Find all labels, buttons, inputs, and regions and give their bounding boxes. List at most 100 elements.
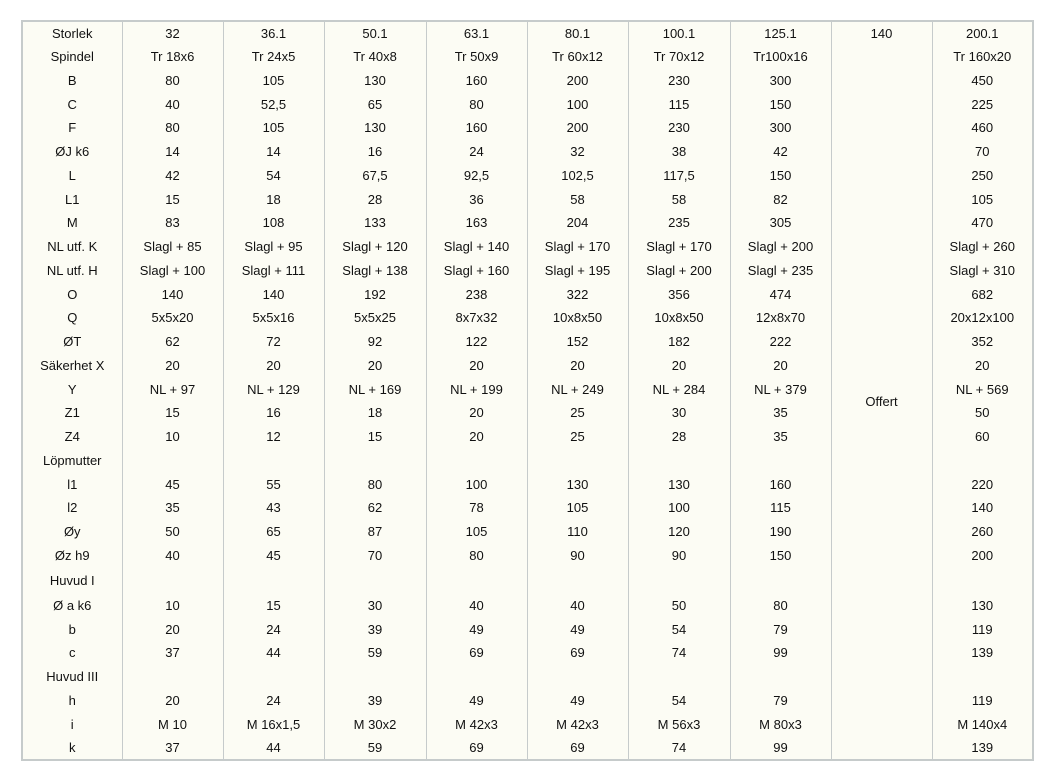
value-cell-text: 15 [165, 191, 180, 207]
value-cell-text: NL + 199 [450, 381, 503, 397]
value-cell: 80 [425, 543, 528, 568]
value-cell-text: 62 [165, 334, 180, 350]
value-cell-text: Tr 160x20 [953, 49, 1012, 65]
value-cell-text: 60 [975, 429, 990, 445]
row-label-cell-text: Y [67, 381, 77, 397]
value-cell-text: 10x8x50 [654, 310, 704, 326]
value-cell: NL + 129 [222, 377, 325, 401]
value-cell-text: 59 [367, 739, 383, 755]
value-cell-text: Slagl + 310 [949, 262, 1015, 278]
value-cell-text: 152 [566, 334, 589, 350]
value-cell: 72 [222, 329, 325, 354]
row-label-cell-text: Säkerhet X [40, 357, 105, 373]
value-cell-text: 67,5 [362, 167, 388, 183]
row-label-cell: b [21, 617, 123, 641]
value-cell-text: 87 [367, 524, 383, 540]
value-cell-text: 5x5x20 [151, 310, 194, 326]
value-cell [121, 664, 224, 689]
value-cell: 238 [425, 282, 528, 306]
value-cell-text: 192 [364, 286, 386, 302]
value-cell-text: 45 [165, 476, 180, 492]
value-cell: 92,5 [425, 163, 528, 188]
value-cell [425, 567, 528, 594]
spec-table: Storlek 32 36.1 50.1 63.1 80.1 100.1 125.1 140 20… [21, 20, 1034, 761]
value-cell-text: 28 [367, 191, 383, 207]
table-row: M 83 108 133 163 204 235 305 470 [21, 211, 1034, 235]
value-cell-text: 117,5 [663, 167, 695, 183]
value-cell-text: M 80x3 [759, 716, 802, 732]
table-row: Øy 50 65 87 105 110 120 190 260 [21, 519, 1034, 544]
value-cell [526, 448, 629, 473]
value-cell-text: Tr100x16 [753, 49, 808, 65]
value-cell-text: 20 [266, 357, 281, 373]
value-cell: 356 [627, 282, 731, 306]
value-cell: 352 [931, 329, 1034, 354]
header-size-cell-text: 50.1 [362, 25, 388, 41]
value-cell: Tr 40x8 [323, 44, 427, 69]
value-cell: 105 [222, 116, 325, 140]
row-label-cell-text: Huvud I [49, 572, 95, 588]
value-cell: 99 [729, 640, 832, 665]
value-cell: 50 [627, 593, 731, 618]
table-row: Löpmutter [21, 448, 1034, 473]
value-cell-text: 130 [364, 72, 386, 88]
table-row: Øz h9 40 45 70 80 90 90 150 200 [21, 543, 1034, 568]
table-row: Spindel Tr 18x6 Tr 24x5 Tr 40x8 Tr 50x9 Tr 60… [21, 44, 1034, 760]
value-cell: 20 [526, 353, 629, 378]
value-cell-text: 235 [668, 215, 690, 231]
value-cell-text: 150 [769, 96, 792, 112]
value-cell-text: 30 [367, 597, 383, 613]
value-cell-text: 25 [570, 429, 585, 445]
row-label-cell: l1 [21, 472, 123, 496]
header-size-cell-text: 140 [870, 25, 893, 41]
value-cell: 39 [323, 688, 427, 713]
value-cell: 163 [425, 211, 528, 235]
value-cell-text: NL + 97 [149, 381, 196, 397]
value-cell-text: 24 [266, 692, 281, 708]
value-cell: 20 [323, 353, 427, 378]
value-cell-text: 36 [469, 191, 484, 207]
value-cell-text: 105 [262, 120, 285, 136]
value-cell-text: NL + 379 [754, 381, 807, 397]
value-cell-text: 352 [971, 334, 994, 350]
table-row: L1 15 18 28 36 58 58 82 105 [21, 187, 1034, 211]
value-cell-text: 25 [570, 405, 585, 421]
value-cell-text: 50 [671, 597, 687, 613]
value-cell-text: 39 [367, 692, 383, 708]
value-cell: 15 [121, 187, 224, 211]
value-cell [931, 567, 1034, 594]
value-cell: 10 [121, 424, 224, 449]
value-cell-text: 130 [668, 476, 690, 492]
row-label-cell: ØJ k6 [21, 139, 123, 164]
row-label-cell-text: ØJ k6 [55, 144, 90, 160]
value-cell-text: 54 [671, 692, 687, 708]
value-cell: 55 [222, 472, 325, 496]
value-cell-text: 100 [465, 476, 488, 492]
value-cell-text: 12 [266, 429, 281, 445]
value-cell: 42 [729, 139, 832, 164]
value-cell-text: 32 [570, 144, 585, 160]
value-cell: 5x5x25 [323, 306, 427, 330]
table-row: NL utf. K Slagl + 85 Slagl + 95 Slagl + 120… [21, 234, 1034, 259]
value-cell: Slagl + 195 [526, 258, 629, 283]
value-cell: 35 [121, 496, 224, 520]
header-size-cell-text: 100.1 [662, 25, 696, 41]
table-row: Y NL + 97 NL + 129 NL + 169 NL + 199 NL + 249… [21, 377, 1034, 401]
row-label-cell-text: Huvud III [46, 669, 99, 685]
row-label-cell: M [21, 211, 123, 235]
value-cell: 10x8x50 [627, 306, 731, 330]
header-size-cell: 125.1 [729, 21, 832, 45]
value-cell [627, 567, 731, 594]
value-cell-text: 20 [469, 429, 484, 445]
value-cell: 30 [323, 593, 427, 618]
value-cell: 70 [931, 139, 1034, 164]
value-cell-text: 39 [367, 621, 383, 637]
value-cell: 20 [121, 617, 224, 641]
value-cell: 20 [222, 353, 325, 378]
value-cell: 140 [222, 282, 325, 306]
value-cell: Tr 70x12 [627, 44, 731, 69]
value-cell: 150 [729, 163, 832, 188]
row-label-cell: l2 [21, 496, 123, 520]
value-cell-text: 78 [469, 500, 484, 516]
value-cell-text: 58 [671, 191, 687, 207]
